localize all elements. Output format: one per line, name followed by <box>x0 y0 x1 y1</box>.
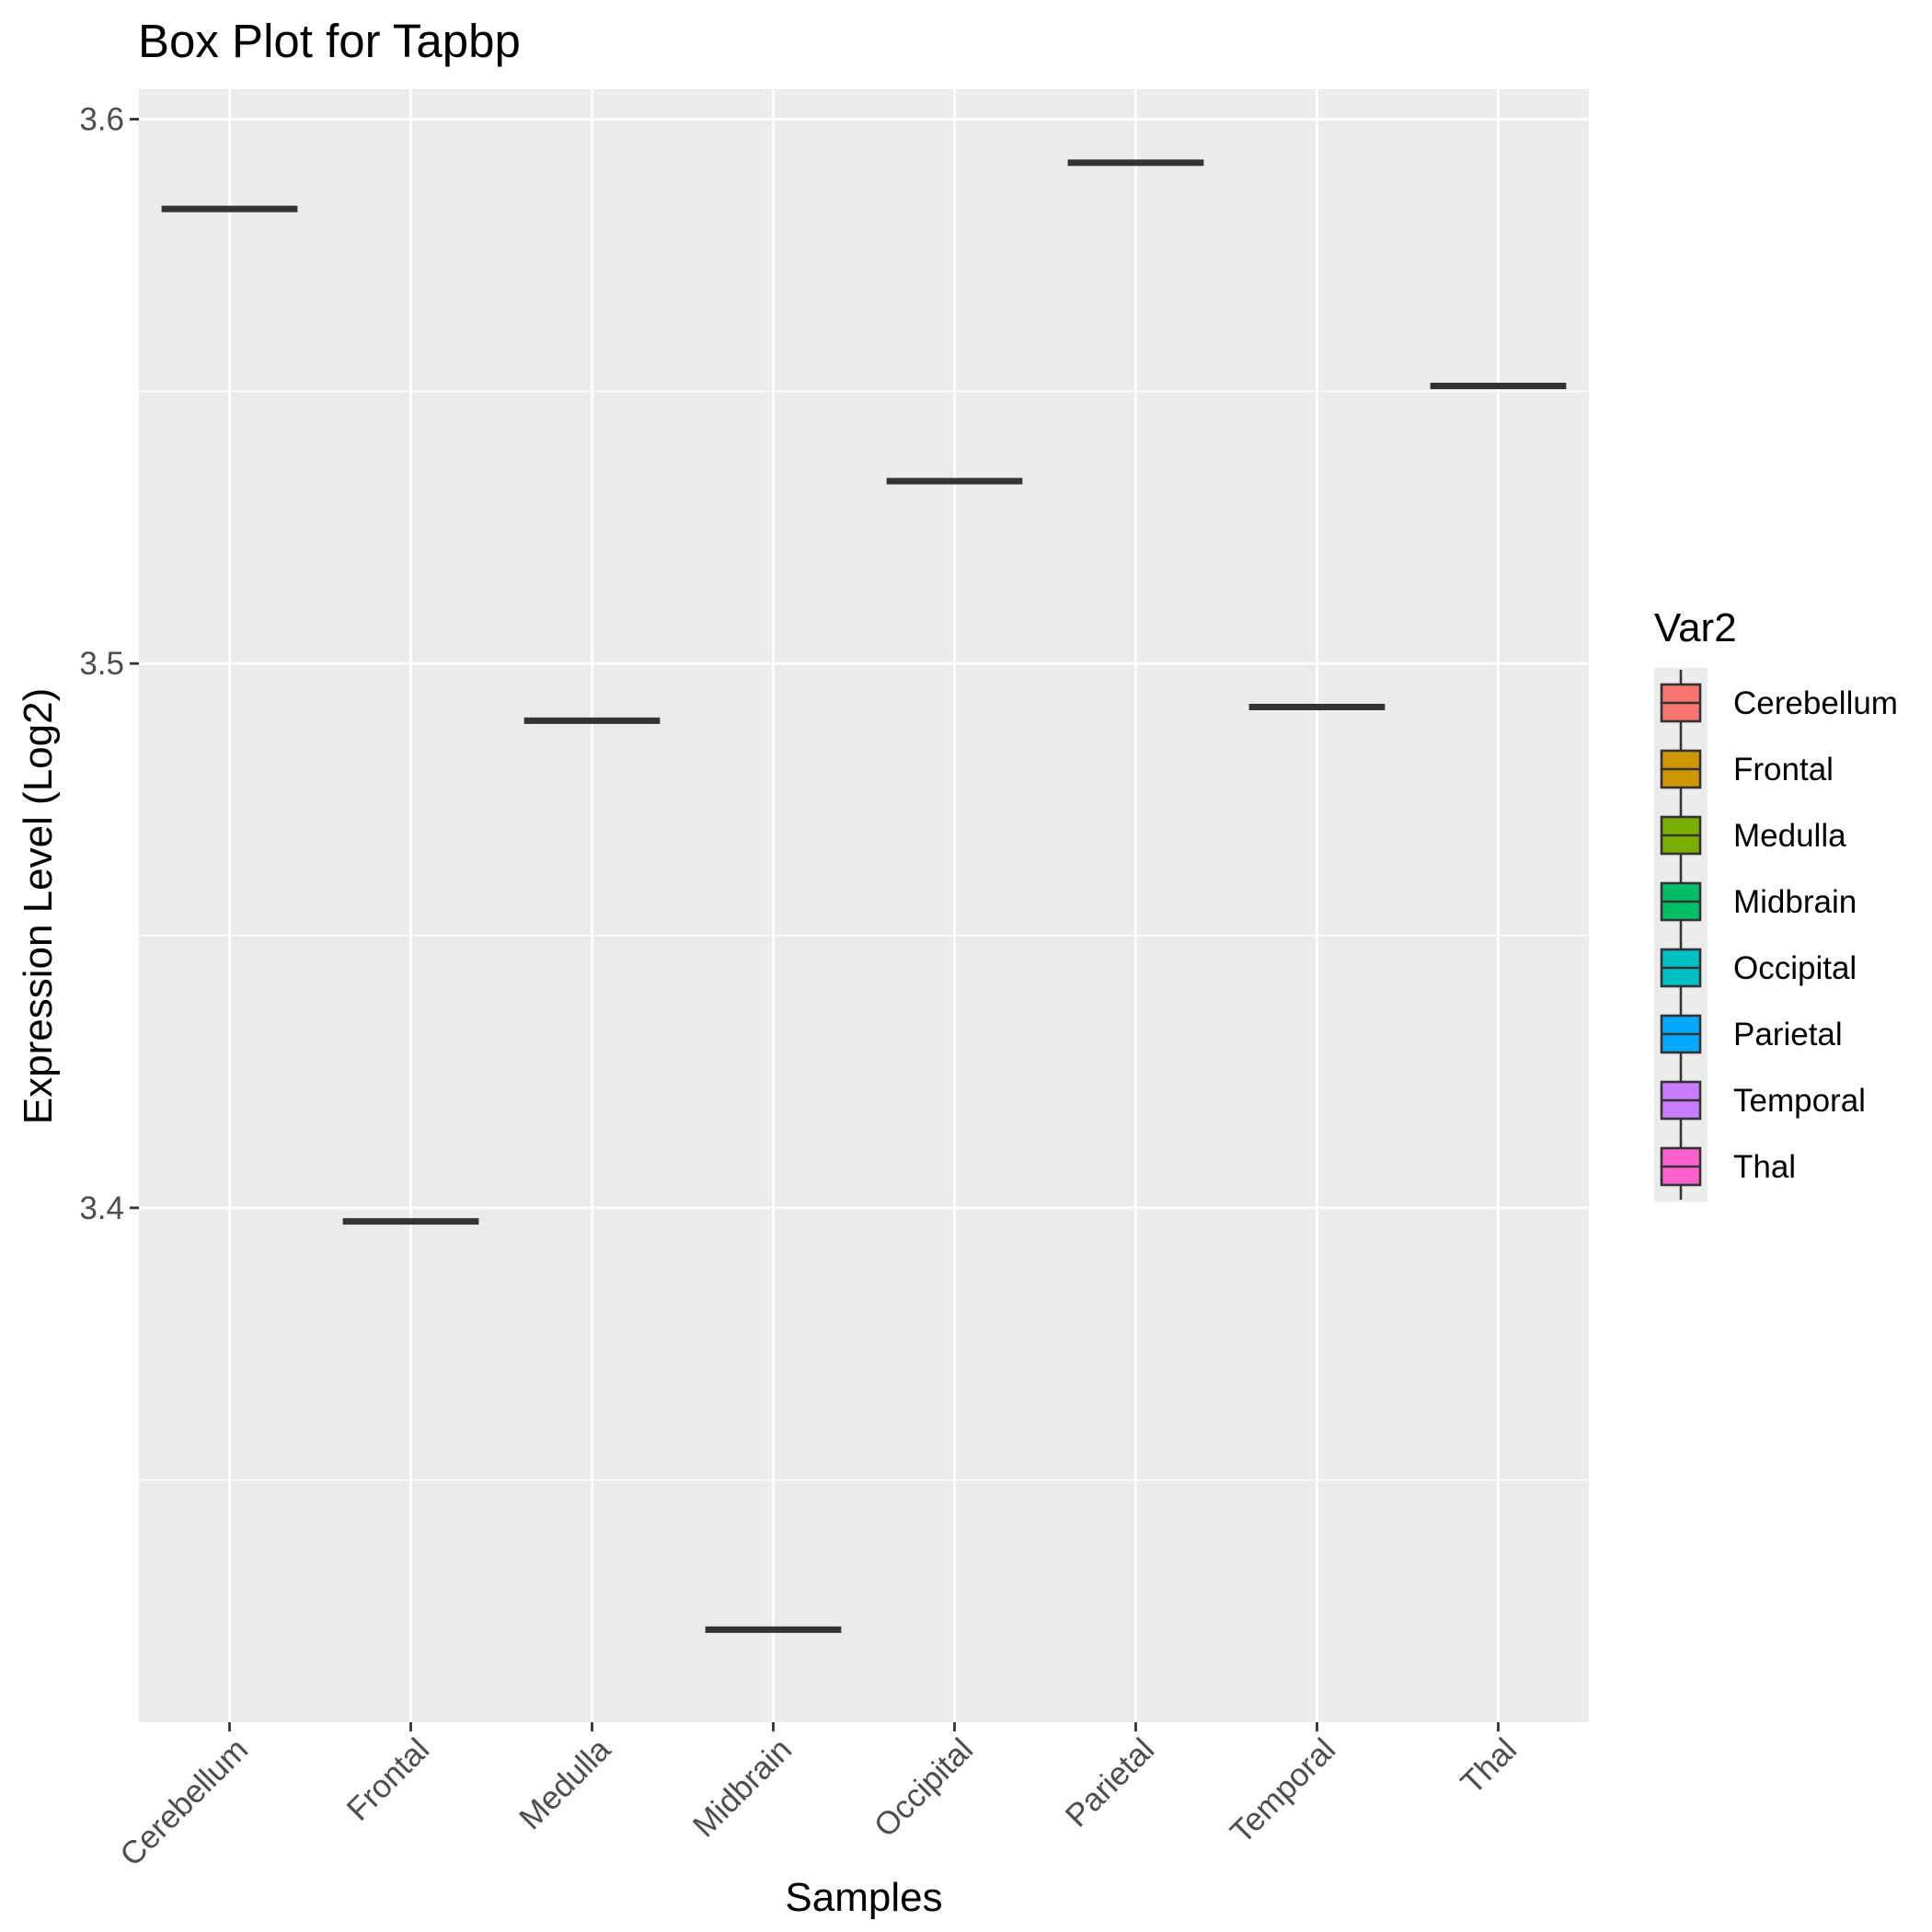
legend-item: Parietal <box>1660 1001 1843 1067</box>
legend-title: Var2 <box>1654 605 1737 650</box>
y-tick-label: 3.4 <box>79 1190 124 1226</box>
legend-label: Parietal <box>1733 1017 1843 1052</box>
box-series <box>161 159 1567 1633</box>
legend-label: Thal <box>1733 1149 1796 1185</box>
y-tick-label: 3.5 <box>79 646 124 682</box>
legend-label: Medulla <box>1733 818 1846 854</box>
legend-item: Midbrain <box>1660 868 1857 935</box>
legend-item: Cerebellum <box>1660 670 1898 736</box>
plot-panel <box>139 89 1589 1722</box>
x-tick-label: Occipital <box>868 1731 980 1844</box>
minor-gridlines <box>139 390 1589 1481</box>
legend-label: Occipital <box>1733 950 1857 986</box>
x-tick-label: Temporal <box>1224 1731 1342 1850</box>
legend-label: Cerebellum <box>1733 685 1898 721</box>
x-axis-title: Samples <box>785 1875 942 1920</box>
x-tick-label: Midbrain <box>686 1731 799 1844</box>
legend: Var2 Cerebellum Frontal Medulla Midbrain Occ… <box>1654 605 1898 1202</box>
y-axis-title: Expression Level (Log2) <box>16 688 61 1124</box>
y-axis: 3.4 3.5 3.6 <box>79 102 139 1226</box>
y-tick-label: 3.6 <box>79 102 124 138</box>
legend-item: Medulla <box>1660 802 1846 868</box>
x-tick-label: Frontal <box>340 1731 437 1828</box>
x-tick-label: Thal <box>1454 1731 1524 1801</box>
major-gridlines <box>139 89 1589 1722</box>
legend-label: Frontal <box>1733 752 1834 788</box>
legend-item: Occipital <box>1660 935 1857 1001</box>
legend-item: Frontal <box>1660 736 1834 802</box>
chart-title: Box Plot for Tapbp <box>138 15 521 67</box>
x-tick-label: Parietal <box>1059 1731 1161 1834</box>
legend-keys: Cerebellum Frontal Medulla Midbrain Occipita… <box>1654 668 1898 1202</box>
x-tick-label: Medulla <box>512 1731 618 1837</box>
legend-item: Thal <box>1660 1133 1796 1200</box>
legend-label: Midbrain <box>1733 884 1857 920</box>
legend-item: Temporal <box>1660 1067 1866 1133</box>
legend-label: Temporal <box>1733 1083 1866 1119</box>
x-axis: Cerebellum Frontal Medulla Midbrain Occipita… <box>113 1722 1524 1873</box>
x-tick-label: Cerebellum <box>113 1731 255 1873</box>
